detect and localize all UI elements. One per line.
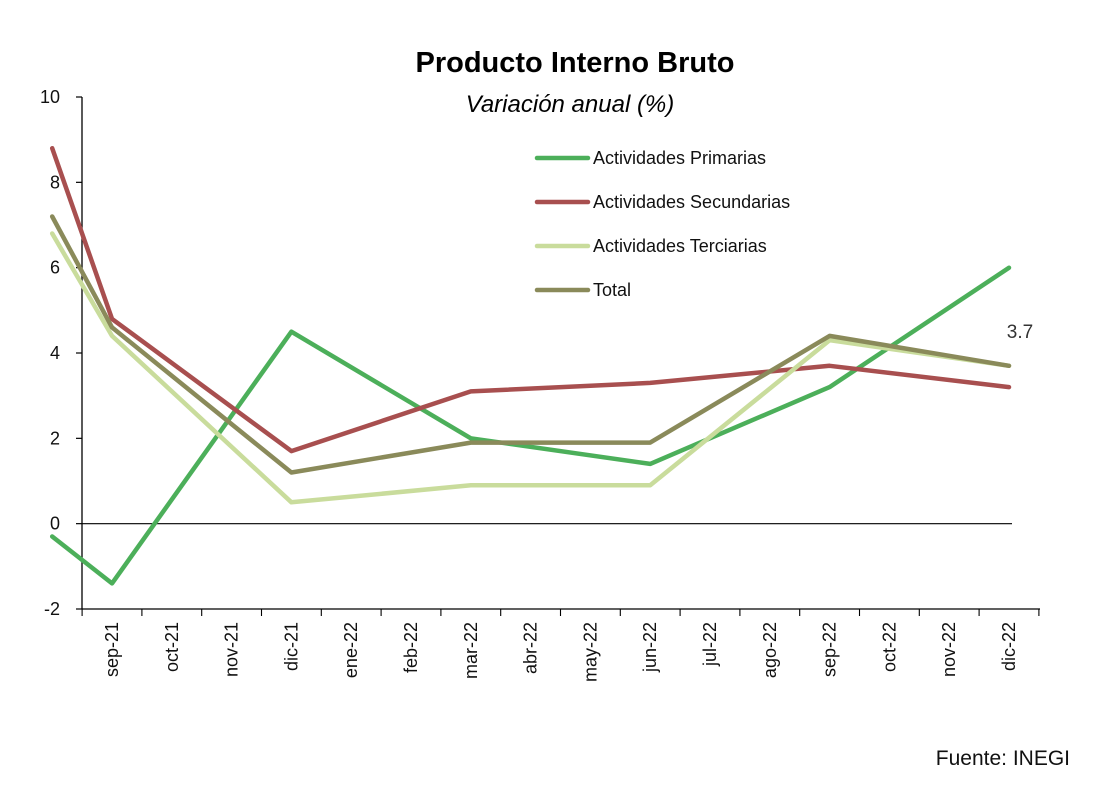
- chart-title: Producto Interno Bruto: [416, 47, 735, 79]
- y-tick-label: 6: [50, 258, 60, 278]
- y-tick-label: 8: [50, 172, 60, 192]
- legend-label-actividades-primarias: Actividades Primarias: [593, 148, 766, 168]
- x-tick-label: nov-21: [222, 622, 242, 677]
- y-tick-label: 2: [50, 428, 60, 448]
- x-tick-label: ene-22: [341, 622, 361, 678]
- axes: -2 0 2 4 6 8 10 sep-21 oct-21 nov-21 dic-21 ene-22 f…: [40, 87, 1040, 682]
- legend: Actividades Primarias Actividades Secunda…: [534, 148, 790, 300]
- x-tick-label: sep-22: [820, 622, 840, 677]
- legend-label-total: Total: [593, 280, 631, 300]
- chart-subtitle: Variación anual (%): [466, 91, 675, 118]
- y-tick-label: 4: [50, 343, 60, 363]
- legend-label-actividades-terciarias: Actividades Terciarias: [593, 236, 767, 256]
- x-tick-label: oct-22: [879, 622, 899, 672]
- x-tick-label: feb-22: [401, 622, 421, 673]
- y-tick-label: 0: [50, 514, 60, 534]
- x-tick-label: dic-22: [999, 622, 1019, 671]
- source-note: Fuente: INEGI: [936, 747, 1070, 770]
- x-tick-label: mar-22: [461, 622, 481, 679]
- x-tick-label: sep-21: [102, 622, 122, 677]
- annotations: 3.7: [1007, 322, 1033, 343]
- series-line-total: [49, 214, 1012, 475]
- x-tick-label: jun-22: [640, 622, 660, 673]
- x-tick-label: abr-22: [521, 622, 541, 674]
- x-tick-label: may-22: [580, 622, 600, 682]
- x-tick-label: ago-22: [760, 622, 780, 678]
- y-tick-label: 10: [40, 87, 60, 107]
- x-tick-label: dic-21: [281, 622, 301, 671]
- x-tick-label: jul-22: [700, 622, 720, 667]
- series-line-actividades-terciarias: [49, 231, 1012, 505]
- data-label-annotation: 3.7: [1007, 322, 1033, 343]
- series-lines: [49, 145, 1012, 586]
- series-line-actividades-secundarias: [49, 145, 1012, 454]
- y-tick-label: -2: [44, 599, 60, 619]
- x-tick-label: oct-21: [162, 622, 182, 672]
- x-tick-label: nov-22: [939, 622, 959, 677]
- series-line-actividades-primarias: [49, 265, 1012, 586]
- legend-label-actividades-secundarias: Actividades Secundarias: [593, 192, 790, 212]
